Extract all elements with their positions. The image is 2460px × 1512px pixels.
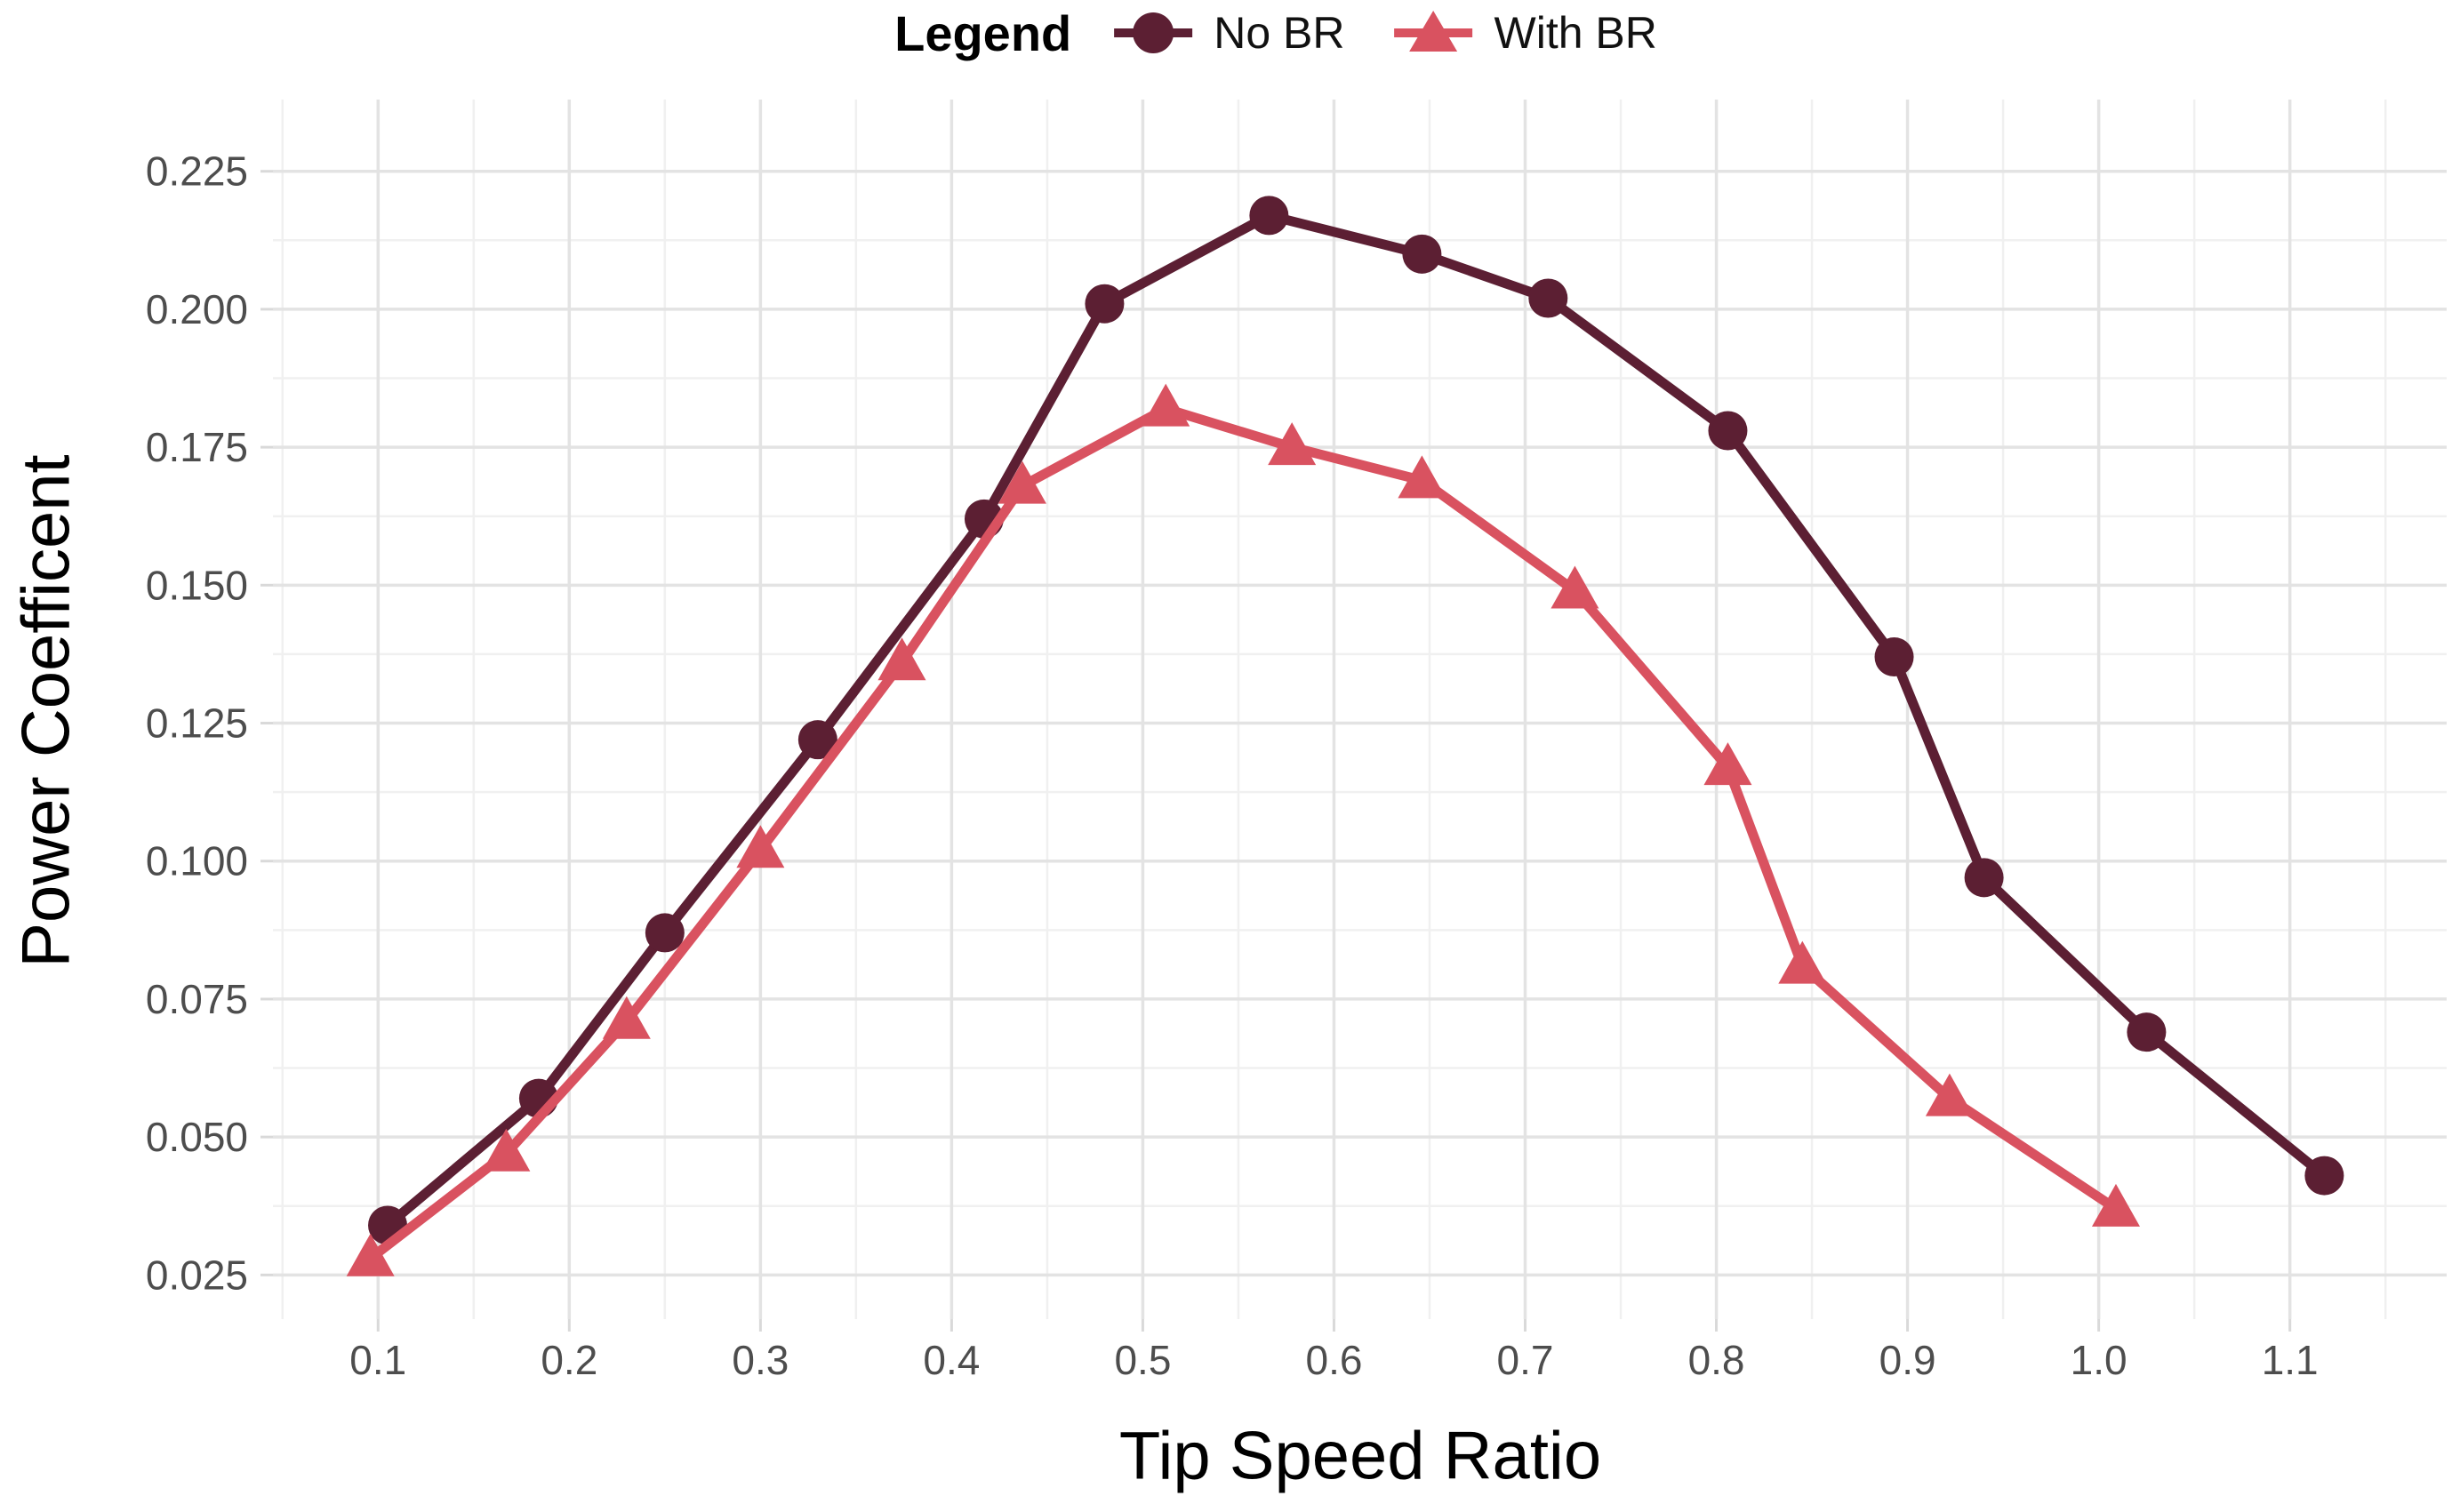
series-line-with-br: [365, 404, 2121, 1264]
marker-triangle: [1142, 383, 1190, 427]
marker-triangle: [736, 825, 785, 868]
x-tick-label: 0.9: [1879, 1337, 1936, 1383]
y-tick-label: 0.125: [146, 700, 248, 747]
marker-triangle: [2091, 1183, 2140, 1227]
x-tick-label: 0.3: [732, 1337, 789, 1383]
x-tick-label: 0.8: [1688, 1337, 1745, 1383]
x-tick-label: 0.6: [1305, 1337, 1362, 1383]
y-axis-title: Power Coefficent: [8, 454, 84, 968]
legend-item-with-br: With BR: [1391, 4, 1657, 61]
marker-circle: [645, 913, 685, 953]
marker-circle: [2127, 1012, 2167, 1052]
x-tick-label: 0.7: [1497, 1337, 1554, 1383]
marker-circle: [797, 720, 837, 760]
marker-triangle: [1925, 1073, 1974, 1116]
marker-triangle: [1778, 940, 1827, 984]
x-tick-label: 1.1: [2262, 1337, 2319, 1383]
marker-triangle: [482, 1128, 531, 1172]
y-tick-label: 0.225: [146, 148, 248, 195]
marker-circle: [1708, 411, 1748, 451]
marker-triangle: [1551, 565, 1599, 609]
y-tick-label: 0.050: [146, 1114, 248, 1160]
marker-circle: [1964, 858, 2004, 898]
x-tick-label: 0.4: [923, 1337, 980, 1383]
y-tick-label: 0.200: [146, 286, 248, 332]
marker-triangle: [1268, 422, 1317, 466]
circle-marker-icon: [1114, 12, 1193, 53]
y-tick-label: 0.175: [146, 424, 248, 470]
marker-circle: [1528, 278, 1568, 318]
y-tick-label: 0.150: [146, 562, 248, 608]
series-line-no-br: [382, 210, 2329, 1230]
marker-triangle: [602, 996, 651, 1039]
triangle-marker-icon: [1394, 11, 1473, 52]
marker-triangle: [998, 460, 1046, 504]
x-tick-label: 0.5: [1114, 1337, 1171, 1383]
x-tick-label: 0.1: [349, 1337, 406, 1383]
legend: Legend No BR With BR: [894, 4, 1657, 62]
marker-circle: [2304, 1156, 2344, 1196]
marker-circle: [1874, 637, 1914, 677]
legend-label-with-br: With BR: [1494, 8, 1657, 58]
x-axis-title: Tip Speed Ratio: [1118, 1418, 1602, 1494]
y-tick-label: 0.025: [146, 1252, 248, 1298]
legend-title: Legend: [894, 4, 1072, 61]
marker-triangle: [1703, 742, 1752, 786]
marker-circle: [1085, 284, 1125, 324]
legend-item-no-br: No BR: [1110, 4, 1345, 61]
marker-triangle: [1398, 455, 1446, 499]
marker-triangle: [346, 1233, 395, 1276]
y-tick-label: 0.075: [146, 976, 248, 1022]
marker-triangle: [877, 637, 926, 681]
marker-circle: [1402, 234, 1442, 274]
legend-label-no-br: No BR: [1214, 8, 1345, 58]
marker-circle: [1249, 196, 1289, 236]
x-tick-label: 1.0: [2071, 1337, 2127, 1383]
x-tick-label: 0.2: [541, 1337, 597, 1383]
y-tick-label: 0.100: [146, 838, 248, 884]
